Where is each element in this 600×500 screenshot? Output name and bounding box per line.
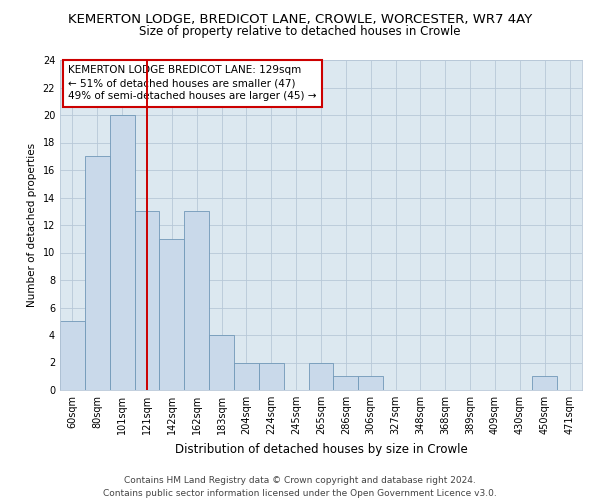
Bar: [234, 362, 259, 390]
Bar: [160, 239, 184, 390]
Text: KEMERTON LODGE, BREDICOT LANE, CROWLE, WORCESTER, WR7 4AY: KEMERTON LODGE, BREDICOT LANE, CROWLE, W…: [68, 12, 532, 26]
Bar: [60, 322, 85, 390]
Bar: [358, 376, 383, 390]
Bar: [308, 362, 334, 390]
Bar: [259, 362, 284, 390]
Text: Contains HM Land Registry data © Crown copyright and database right 2024.
Contai: Contains HM Land Registry data © Crown c…: [103, 476, 497, 498]
Bar: [85, 156, 110, 390]
Text: Size of property relative to detached houses in Crowle: Size of property relative to detached ho…: [139, 25, 461, 38]
Bar: [134, 211, 160, 390]
Bar: [184, 211, 209, 390]
Y-axis label: Number of detached properties: Number of detached properties: [27, 143, 37, 307]
Bar: [532, 376, 557, 390]
Bar: [334, 376, 358, 390]
X-axis label: Distribution of detached houses by size in Crowle: Distribution of detached houses by size …: [175, 442, 467, 456]
Bar: [110, 115, 134, 390]
Text: KEMERTON LODGE BREDICOT LANE: 129sqm
← 51% of detached houses are smaller (47)
4: KEMERTON LODGE BREDICOT LANE: 129sqm ← 5…: [68, 65, 316, 102]
Bar: [209, 335, 234, 390]
